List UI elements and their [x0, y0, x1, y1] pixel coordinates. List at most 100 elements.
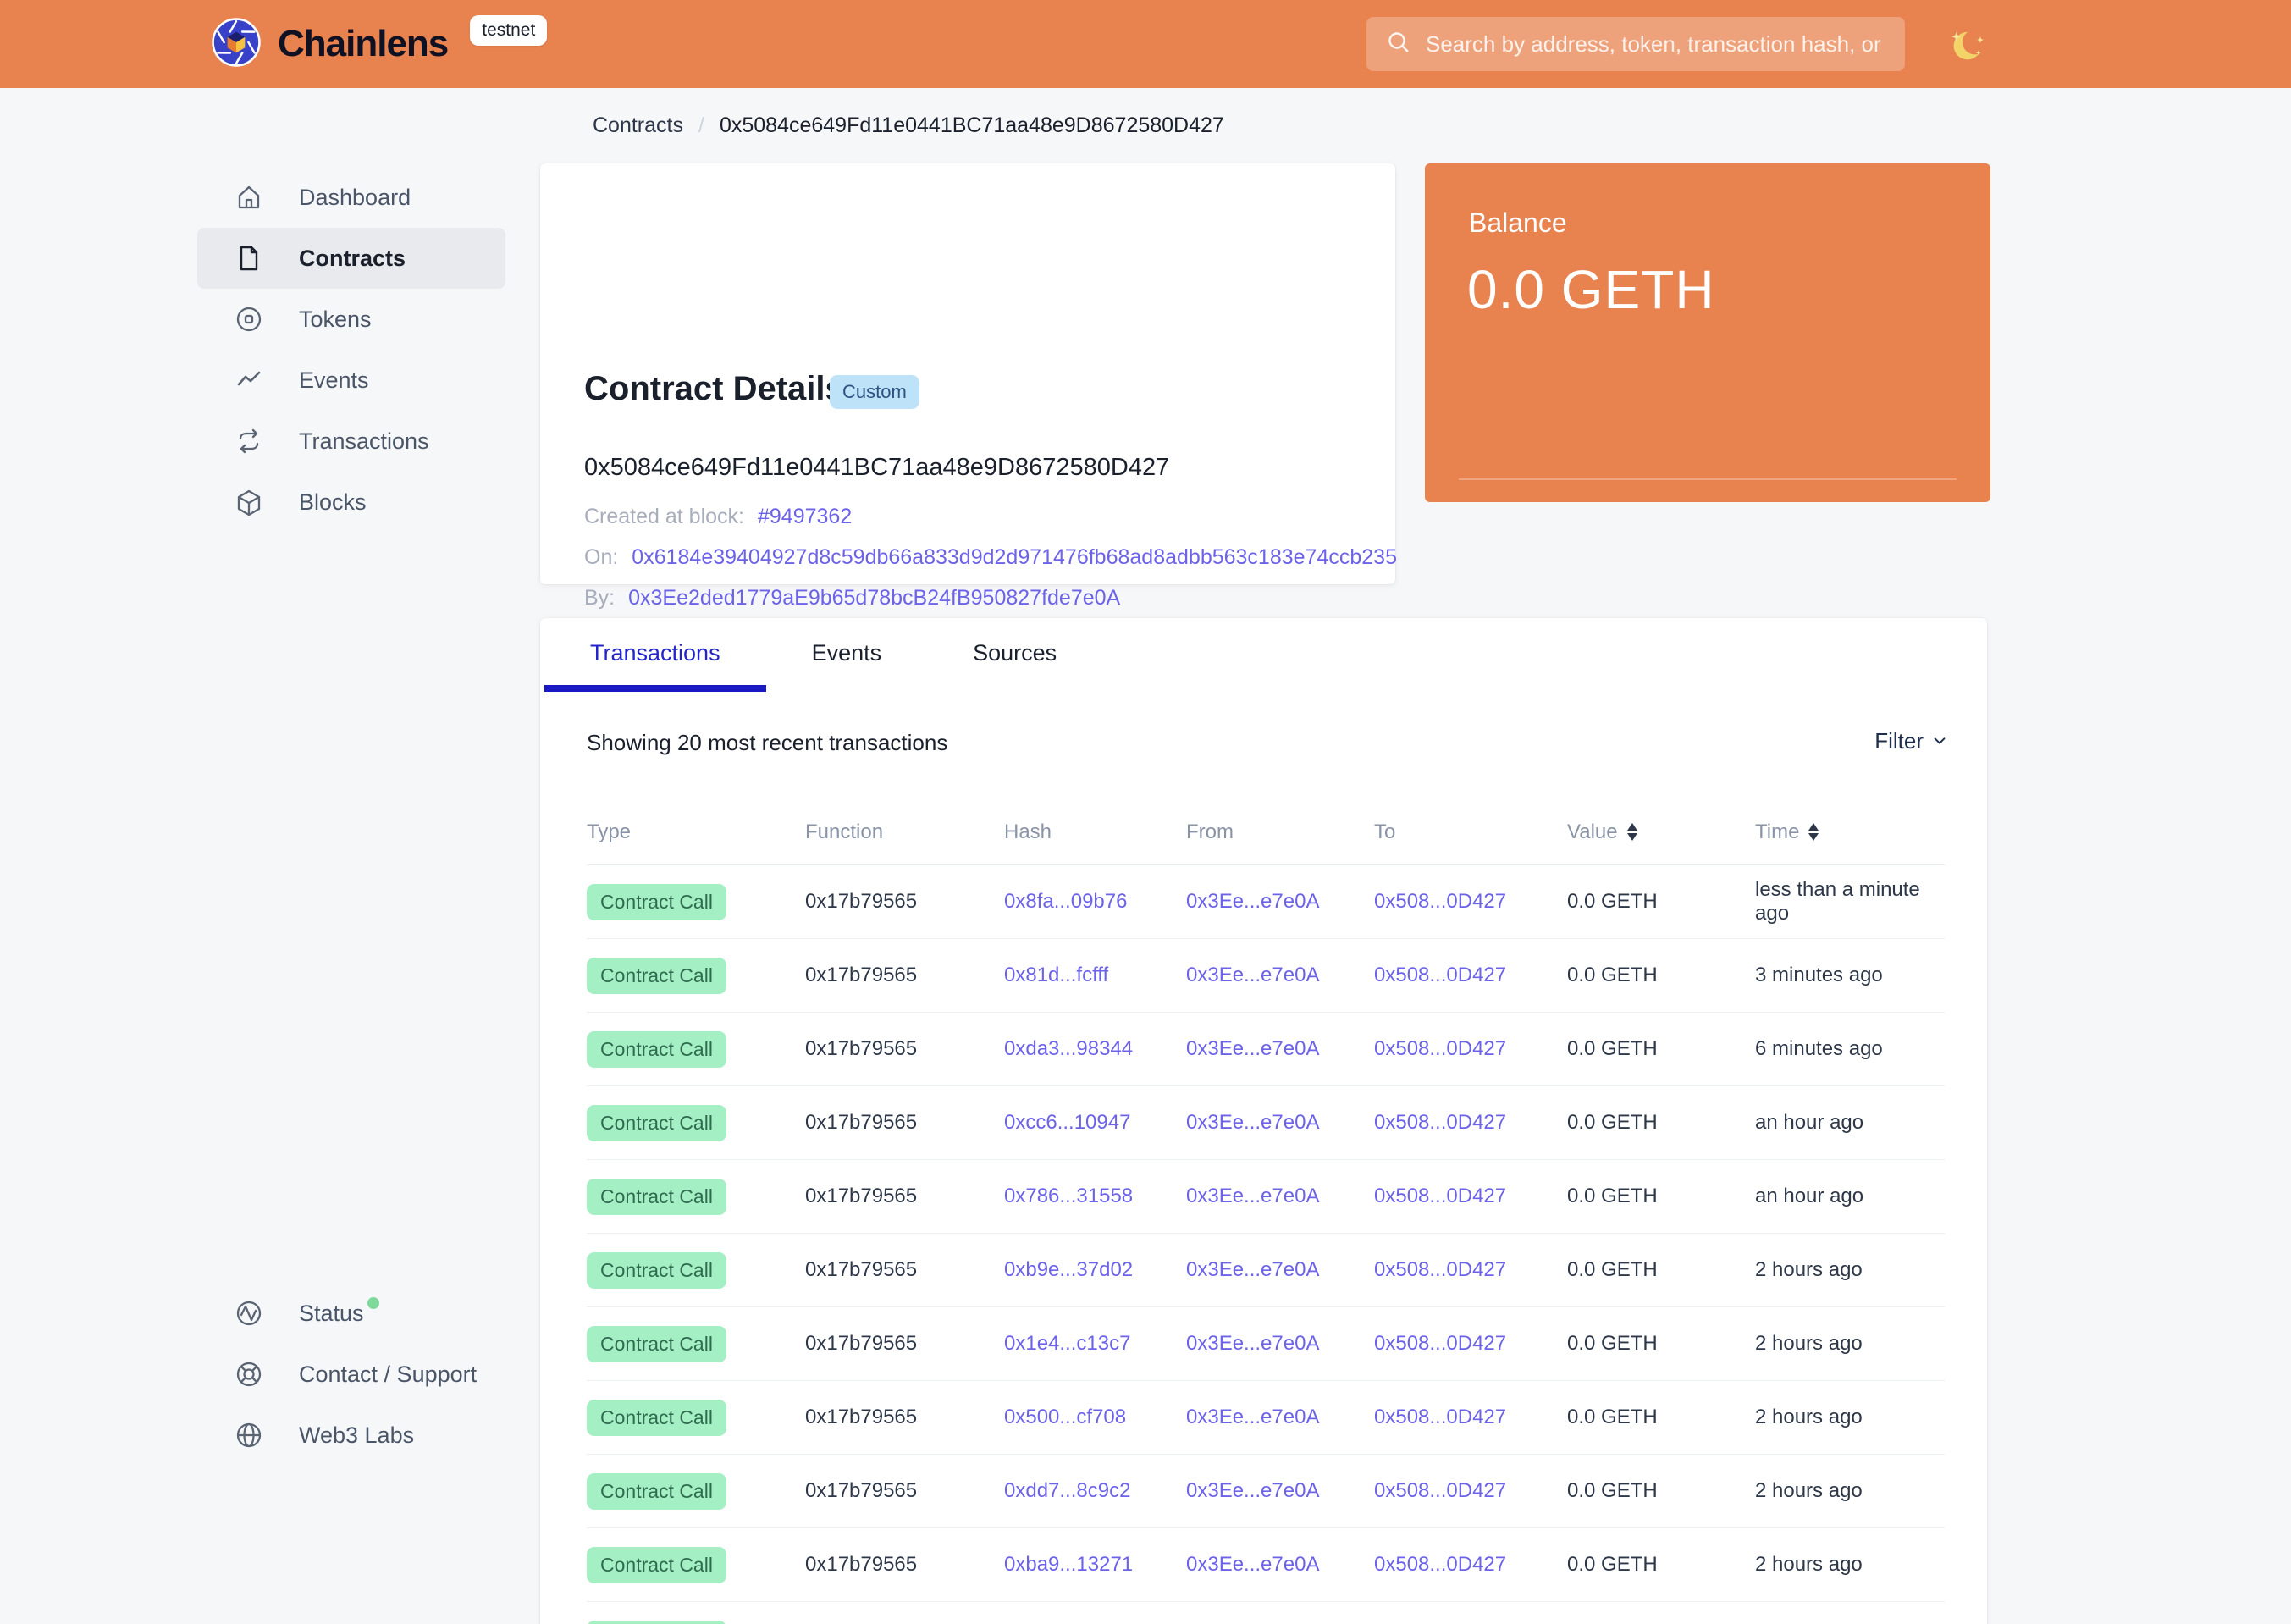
created-block-link[interactable]: #9497362	[758, 505, 853, 528]
balance-card: Balance 0.0 GETH	[1425, 163, 1990, 502]
tx-time: 2 hours ago	[1755, 1258, 1863, 1281]
sidebar-item-status[interactable]: Status	[197, 1283, 505, 1344]
breadcrumb-current-address: 0x5084ce649Fd11e0441BC71aa48e9D8672580D4…	[719, 113, 1224, 137]
file-icon	[235, 243, 263, 273]
transaction-row: Contract Call	[587, 1602, 1945, 1624]
tx-from-link[interactable]: 0x3Ee...e7e0A	[1186, 1185, 1320, 1207]
tx-type-badge: Contract Call	[587, 1178, 726, 1215]
tx-time: 6 minutes ago	[1755, 1037, 1883, 1060]
transactions-table-header: Type Function Hash From To Value Time	[587, 799, 1945, 865]
tx-from-link[interactable]: 0x3Ee...e7e0A	[1186, 964, 1320, 986]
global-search[interactable]	[1366, 17, 1905, 71]
col-function: Function	[805, 820, 884, 843]
tx-hash-link[interactable]: 0x1e4...c13c7	[1004, 1332, 1131, 1355]
tx-to-link[interactable]: 0x508...0D427	[1374, 1185, 1507, 1207]
tx-hash-link[interactable]: 0xb9e...37d02	[1004, 1258, 1134, 1281]
sidebar-item-web3-labs[interactable]: Web3 Labs	[197, 1405, 505, 1466]
tx-from-link[interactable]: 0x3Ee...e7e0A	[1186, 1037, 1320, 1060]
tx-time: 2 hours ago	[1755, 1332, 1863, 1355]
sidebar-item-contracts[interactable]: Contracts	[197, 228, 505, 289]
sidebar-nav: Dashboard Contracts Tokens Events	[197, 167, 505, 533]
by-label: By:	[584, 586, 616, 610]
tx-hash-link[interactable]: 0xda3...98344	[1004, 1037, 1134, 1060]
tx-type-badge: Contract Call	[587, 1472, 726, 1510]
tx-to-link[interactable]: 0x508...0D427	[1374, 1479, 1507, 1502]
col-value: Value	[1567, 820, 1755, 844]
tx-from-link[interactable]: 0x3Ee...e7e0A	[1186, 1332, 1320, 1355]
transaction-row: Contract Call 0x17b79565 0x1e4...c13c7 0…	[587, 1307, 1945, 1381]
tx-time: 2 hours ago	[1755, 1406, 1863, 1428]
transaction-row: Contract Call 0x17b79565 0xda3...98344 0…	[587, 1013, 1945, 1086]
tx-to-link[interactable]: 0x508...0D427	[1374, 1111, 1507, 1134]
sidebar-item-tokens[interactable]: Tokens	[197, 289, 505, 350]
sidebar-item-events[interactable]: Events	[197, 350, 505, 411]
transaction-row: Contract Call 0x17b79565 0xb9e...37d02 0…	[587, 1234, 1945, 1307]
tx-hash-link[interactable]: 0xcc6...10947	[1004, 1111, 1131, 1134]
breadcrumb-contracts-link[interactable]: Contracts	[593, 113, 683, 137]
tx-time: an hour ago	[1755, 1185, 1864, 1207]
tx-hash-link[interactable]: 0xba9...13271	[1004, 1553, 1134, 1576]
sort-value-icon[interactable]	[1626, 823, 1638, 841]
tx-to-link[interactable]: 0x508...0D427	[1374, 890, 1507, 913]
breadcrumb-separator: /	[698, 113, 704, 137]
tx-function: 0x17b79565	[805, 1111, 918, 1134]
sidebar-footer: Status Contact / Support Web3 Labs	[197, 1283, 505, 1466]
activity-tabs: Transactions Events Sources	[544, 618, 1102, 692]
tx-function: 0x17b79565	[805, 1553, 918, 1576]
tab-sources[interactable]: Sources	[973, 640, 1057, 666]
sidebar-item-label: Tokens	[299, 306, 372, 332]
tx-type-badge: Contract Call	[587, 1620, 726, 1624]
transaction-row: Contract Call 0x17b79565 0x81d...fcfff 0…	[587, 939, 1945, 1013]
tx-hash-link[interactable]: 0x81d...fcfff	[1004, 964, 1109, 986]
repeat-icon	[235, 426, 263, 456]
tx-to-link[interactable]: 0x508...0D427	[1374, 1553, 1507, 1576]
tx-value: 0.0 GETH	[1567, 1406, 1658, 1428]
tx-from-link[interactable]: 0x3Ee...e7e0A	[1186, 1258, 1320, 1281]
breadcrumb: Contracts / 0x5084ce649Fd11e0441BC71aa48…	[593, 113, 1224, 138]
dark-mode-toggle[interactable]	[1944, 20, 1995, 71]
tx-value: 0.0 GETH	[1567, 890, 1658, 913]
sidebar-item-blocks[interactable]: Blocks	[197, 472, 505, 533]
tx-from-link[interactable]: 0x3Ee...e7e0A	[1186, 1406, 1320, 1428]
tx-type-badge: Contract Call	[587, 1251, 726, 1289]
sidebar-item-label: Blocks	[299, 489, 367, 515]
tx-type-badge: Contract Call	[587, 957, 726, 994]
transactions-summary: Showing 20 most recent transactions	[587, 730, 948, 755]
tx-to-link[interactable]: 0x508...0D427	[1374, 1037, 1507, 1060]
tx-to-link[interactable]: 0x508...0D427	[1374, 1406, 1507, 1428]
brand[interactable]: Chainlens testnet	[212, 0, 548, 88]
tx-function: 0x17b79565	[805, 1037, 918, 1060]
tx-type-badge: Contract Call	[587, 1399, 726, 1436]
sidebar-item-label: Contact / Support	[299, 1361, 478, 1387]
tx-from-link[interactable]: 0x3Ee...e7e0A	[1186, 1553, 1320, 1576]
search-input[interactable]	[1426, 30, 1886, 58]
tx-hash-link[interactable]: 0x500...cf708	[1004, 1406, 1127, 1428]
tx-from-link[interactable]: 0x3Ee...e7e0A	[1186, 890, 1320, 913]
col-time: Time	[1755, 820, 1945, 844]
tx-hash-link[interactable]: 0x786...31558	[1004, 1185, 1134, 1207]
transaction-row: Contract Call 0x17b79565 0xcc6...10947 0…	[587, 1086, 1945, 1160]
tx-to-link[interactable]: 0x508...0D427	[1374, 964, 1507, 986]
sidebar-item-contact-support[interactable]: Contact / Support	[197, 1344, 505, 1405]
tab-events[interactable]: Events	[811, 640, 882, 666]
tx-value: 0.0 GETH	[1567, 1111, 1658, 1134]
sidebar-item-transactions[interactable]: Transactions	[197, 411, 505, 472]
tx-from-link[interactable]: 0x3Ee...e7e0A	[1186, 1479, 1320, 1502]
brand-title: Chainlens	[278, 23, 449, 64]
tx-to-link[interactable]: 0x508...0D427	[1374, 1258, 1507, 1281]
sidebar-item-dashboard[interactable]: Dashboard	[197, 167, 505, 228]
creation-tx-link[interactable]: 0x6184e39404927d8c59db66a833d9d2d971476f…	[632, 545, 1397, 569]
filter-label: Filter	[1874, 728, 1924, 754]
tab-transactions[interactable]: Transactions	[544, 618, 766, 692]
tx-hash-link[interactable]: 0x8fa...09b76	[1004, 890, 1128, 913]
tx-to-link[interactable]: 0x508...0D427	[1374, 1332, 1507, 1355]
filter-button[interactable]: Filter	[1874, 728, 1947, 754]
sort-time-icon[interactable]	[1808, 823, 1819, 841]
lifebuoy-icon	[235, 1359, 263, 1389]
tx-hash-link[interactable]: 0xdd7...8c9c2	[1004, 1479, 1131, 1502]
creator-address-link[interactable]: 0x3Ee2ded1779aE9b65d78bcB24fB950827fde7e…	[628, 586, 1121, 610]
transaction-row: Contract Call 0x17b79565 0x8fa...09b76 0…	[587, 865, 1945, 939]
tx-from-link[interactable]: 0x3Ee...e7e0A	[1186, 1111, 1320, 1134]
token-icon	[235, 304, 263, 334]
tx-function: 0x17b79565	[805, 1332, 918, 1355]
